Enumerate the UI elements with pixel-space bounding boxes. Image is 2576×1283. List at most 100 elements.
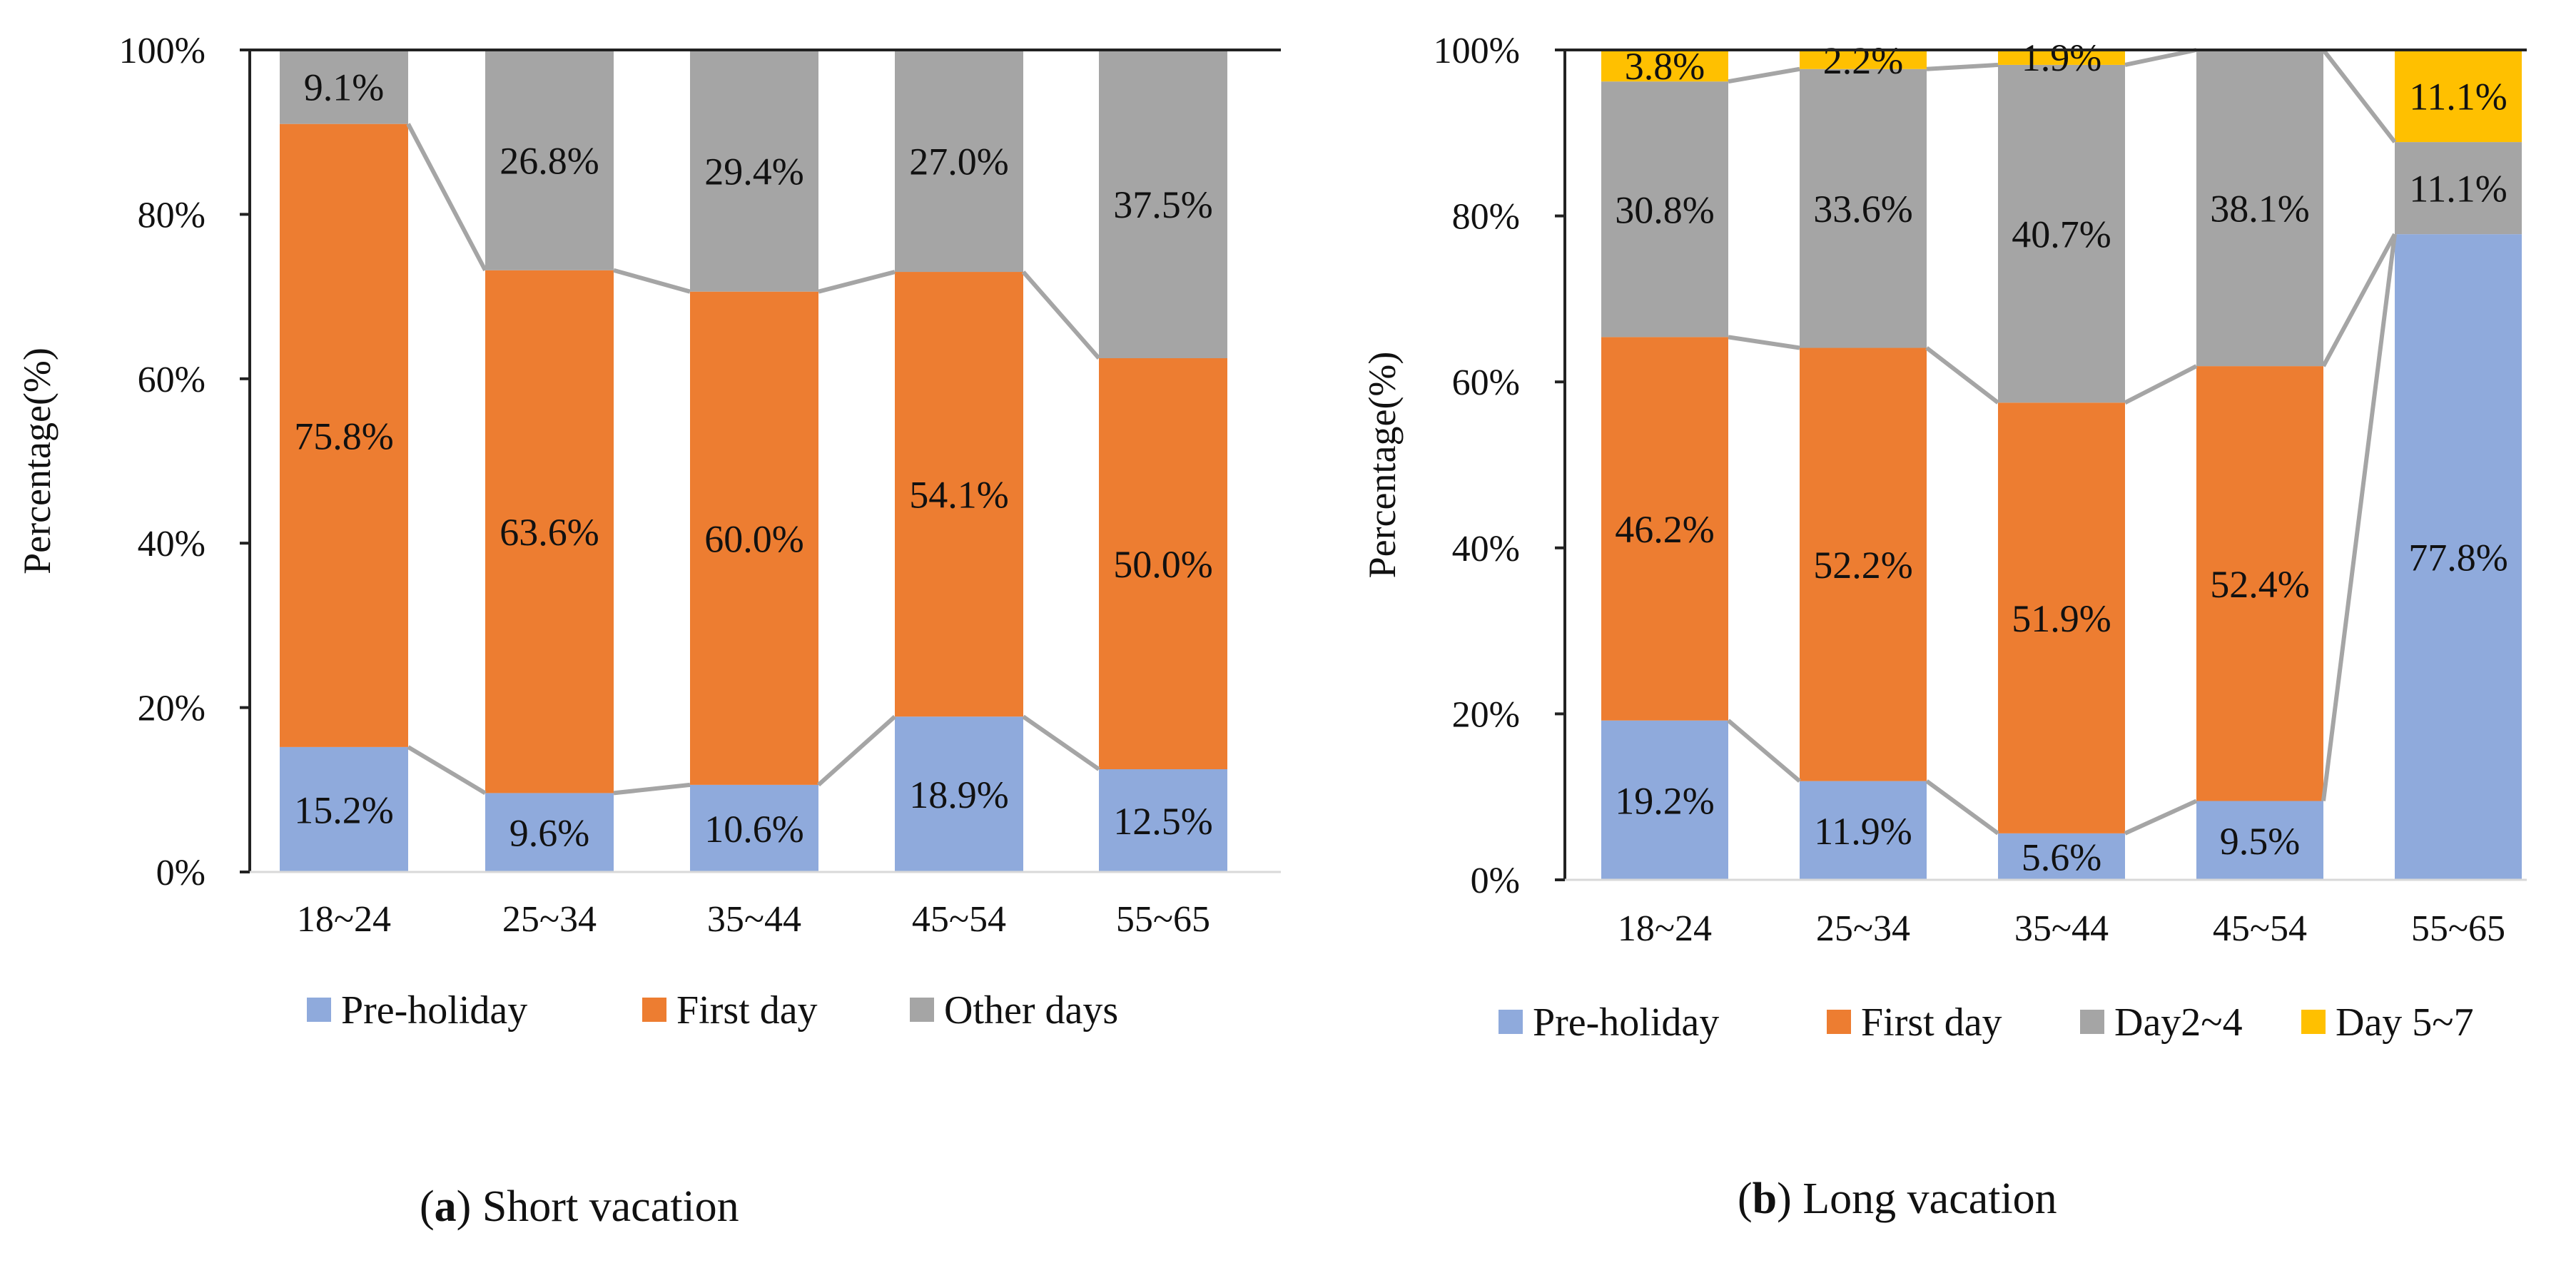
legend-label: First day: [676, 988, 818, 1033]
bar-segment: [2196, 366, 2323, 801]
x-tick-label: 55~65: [2411, 908, 2505, 949]
data-label: 5.6%: [2022, 836, 2101, 878]
bar-segment: [2196, 50, 2323, 367]
bar-segment: [1998, 402, 2125, 833]
data-label: 37.5%: [1113, 183, 1212, 226]
series-connector-line: [2321, 233, 2397, 801]
series-connector-line: [2124, 364, 2198, 405]
data-label: 10.6%: [704, 808, 803, 851]
series-connector-line: [613, 268, 691, 294]
legend: Pre-holiday First day Day2~4 Day 5~7: [1499, 1000, 2474, 1045]
bar-segment: [1800, 348, 1927, 781]
x-tick-label: 45~54: [912, 899, 1006, 940]
y-tick-label: 60%: [1452, 362, 1520, 403]
series-connector-line: [1021, 270, 1101, 360]
series-connector-line: [1728, 335, 1800, 350]
series-connector-line: [1925, 779, 1999, 836]
series-connector-line: [2321, 233, 2397, 367]
y-tick-label: 40%: [138, 524, 206, 564]
bar-segment: [2395, 142, 2522, 235]
legend-swatch: [910, 998, 934, 1022]
bar-segment: [895, 716, 1023, 872]
x-tick-label: 35~44: [707, 899, 801, 940]
data-label: 19.2%: [1615, 779, 1714, 822]
bar-segment: [895, 50, 1023, 273]
series-connector-line: [1022, 714, 1100, 771]
legend-swatch: [2301, 1010, 2326, 1034]
y-tick-label: 60%: [138, 360, 206, 400]
legend: Pre-holiday First day Other days: [307, 988, 1118, 1033]
bar-segment: [1800, 69, 1927, 348]
data-label: 29.4%: [704, 150, 803, 193]
legend-label: First day: [1861, 1000, 2002, 1045]
chart-caption: (a) Short vacation: [420, 1182, 739, 1231]
data-label: 9.5%: [2220, 820, 2300, 863]
data-label: 46.2%: [1615, 508, 1714, 551]
bar-segment: [1099, 50, 1227, 358]
data-label: 52.2%: [1813, 544, 1912, 587]
data-label: 51.9%: [2012, 597, 2111, 640]
bar-segment: [485, 50, 614, 270]
bar-segment: [485, 270, 614, 793]
bar-segment: [1998, 64, 2125, 403]
data-label: 9.1%: [304, 66, 384, 108]
data-label: 40.7%: [2012, 213, 2111, 256]
bar-segment: [690, 784, 818, 872]
series-connector-line: [2124, 48, 2197, 67]
data-label: 9.6%: [509, 812, 589, 855]
legend-swatch: [307, 998, 331, 1022]
series-connector-line: [2321, 49, 2397, 143]
data-label: 18.9%: [909, 774, 1008, 816]
legend-label: Pre-holiday: [1533, 1000, 1719, 1045]
series-connector-line: [1925, 346, 1999, 405]
y-tick-label: 0%: [1471, 861, 1520, 901]
series-connector-line: [818, 270, 896, 294]
data-label: 11.1%: [2409, 76, 2507, 118]
data-label: 50.0%: [1113, 543, 1212, 586]
legend-label: Day 5~7: [2336, 1000, 2474, 1045]
data-label: 77.8%: [2408, 537, 2507, 579]
series-connector-line: [1727, 719, 1801, 783]
bar-segment: [690, 291, 818, 785]
bar-segment: [1601, 50, 1728, 82]
bar-segment: [2395, 234, 2522, 880]
bar-segment: [1998, 50, 2125, 65]
data-label: 12.5%: [1113, 800, 1212, 843]
bar-segment: [1099, 358, 1227, 769]
series-connector-line: [613, 782, 691, 796]
x-tick-label: 25~34: [1816, 908, 1910, 949]
y-axis-title: Percentage(%): [1361, 352, 1404, 579]
y-tick-label: 0%: [156, 853, 206, 893]
bar-segment: [2196, 801, 2323, 880]
data-label: 60.0%: [704, 517, 803, 560]
bar-segment: [1998, 833, 2125, 880]
bar-segment: [895, 272, 1023, 717]
y-tick-label: 100%: [1434, 31, 1520, 71]
bar-segment: [280, 123, 408, 747]
legend-label: Pre-holiday: [341, 988, 527, 1033]
data-label: 2.2%: [1823, 39, 1903, 82]
data-label: 11.1%: [2409, 168, 2507, 211]
legend-swatch: [1499, 1010, 1523, 1034]
x-tick-label: 55~65: [1116, 899, 1210, 940]
bar-segment: [1099, 769, 1227, 872]
data-label: 27.0%: [909, 141, 1008, 183]
y-tick-label: 20%: [138, 689, 206, 729]
bar-segment: [280, 746, 408, 872]
data-label: 52.4%: [2210, 563, 2309, 606]
series-connector-line: [817, 715, 896, 787]
legend-swatch: [1827, 1010, 1851, 1034]
data-label: 38.1%: [2210, 188, 2309, 230]
y-tick-label: 40%: [1452, 529, 1520, 569]
y-tick-label: 80%: [138, 195, 206, 235]
data-label: 26.8%: [500, 139, 599, 182]
bar-segment: [690, 50, 818, 292]
data-label: 30.8%: [1615, 188, 1714, 231]
bar-segment: [1800, 51, 1927, 69]
legend-label: Day2~4: [2114, 1000, 2243, 1045]
bar-segment: [1800, 781, 1927, 880]
series-connector-line: [2124, 798, 2198, 836]
chart-b: 19.2% 11.9% 5.6% 9.5% 77.8% 46.2% 52.2% 51.9% 52…: [1361, 31, 2527, 1223]
bar-segment: [1601, 720, 1728, 880]
legend-label: Other days: [944, 988, 1118, 1033]
